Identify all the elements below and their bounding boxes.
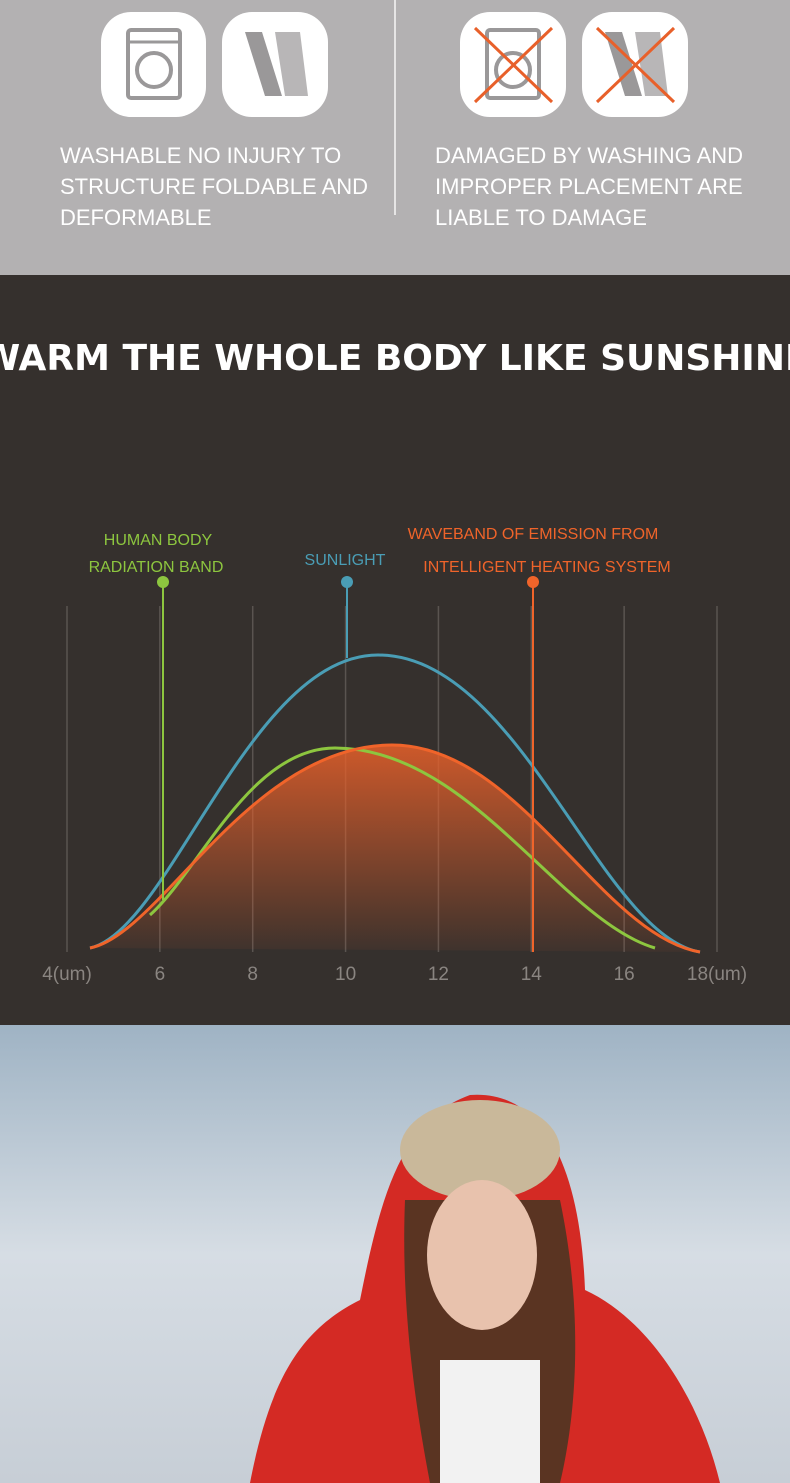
x-axis: 4(um) 6 8 10 12 14 16 18(um)	[42, 964, 747, 985]
photo	[0, 1025, 790, 1483]
x-tick-label: 4(um)	[42, 964, 92, 985]
icon-washer	[101, 12, 206, 117]
x-tick-label: 18(um)	[687, 964, 747, 985]
feature-text: LIABLE TO DAMAGE	[435, 205, 647, 230]
heating-area	[90, 745, 700, 952]
icon-fold	[222, 12, 328, 117]
x-tick-label: 8	[247, 964, 258, 985]
heating-dot	[527, 576, 539, 588]
feature-text: DEFORMABLE	[60, 205, 212, 230]
feature-text: WASHABLE NO INJURY TO	[60, 143, 341, 168]
feature-text: STRUCTURE FOLDABLE AND	[60, 174, 368, 199]
heating-label: INTELLIGENT HEATING SYSTEM	[423, 559, 670, 576]
human-dot	[157, 576, 169, 588]
x-tick-label: 10	[335, 964, 356, 985]
human-label: RADIATION BAND	[89, 559, 224, 576]
sunlight-dot	[341, 576, 353, 588]
icon-washer-crossed	[460, 12, 566, 117]
human-label: HUMAN BODY	[104, 532, 213, 549]
icon-fold-crossed	[582, 12, 688, 117]
heating-label: WAVEBAND OF EMISSION FROM	[408, 526, 659, 543]
x-tick-label: 14	[521, 964, 543, 985]
feature-text: IMPROPER PLACEMENT ARE	[435, 174, 743, 199]
x-tick-label: 6	[155, 964, 166, 985]
x-tick-label: 12	[428, 964, 449, 985]
feature-text: DAMAGED BY WASHING AND	[435, 143, 743, 168]
sunlight-curve	[89, 653, 701, 954]
sunlight-label: SUNLIGHT	[305, 552, 386, 569]
section-title: WARM THE WHOLE BODY LIKE SUNSHINE	[0, 338, 790, 379]
x-tick-label: 16	[614, 964, 635, 985]
